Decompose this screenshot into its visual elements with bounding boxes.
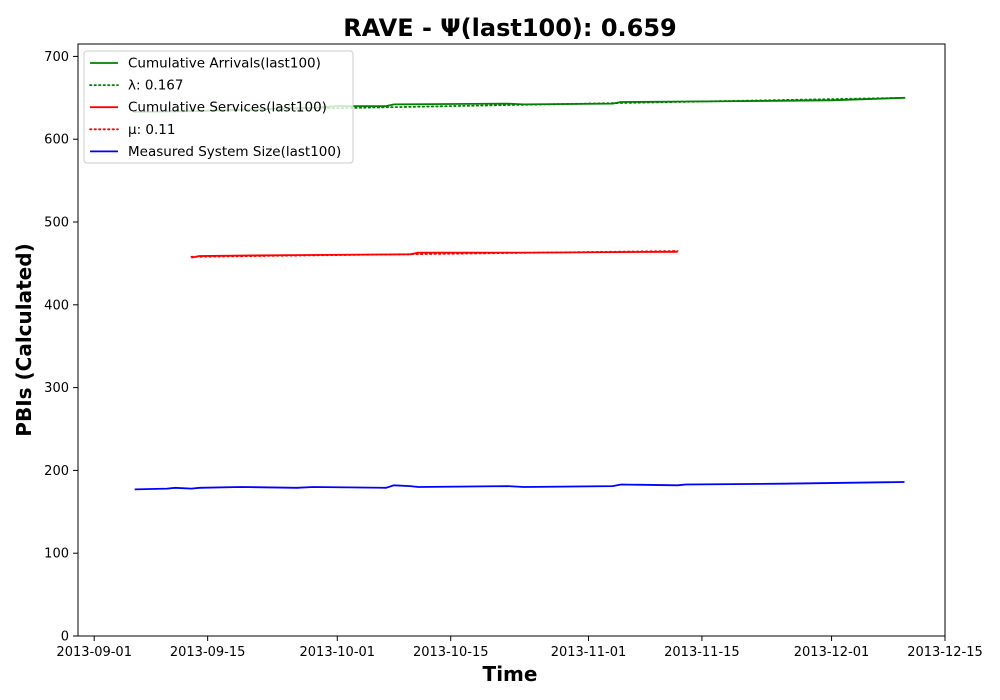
x-axis: 2013-09-01 2013-09-15 2013-10-01 2013-10-15… — [56, 636, 983, 660]
legend-label: μ: 0.11 — [128, 122, 176, 138]
y-tick-label: 700 — [44, 50, 69, 65]
x-tick-label: 2013-10-01 — [300, 645, 376, 660]
x-tick-label: 2013-10-15 — [413, 645, 489, 660]
legend-label: λ: 0.167 — [128, 78, 183, 94]
legend: Cumulative Arrivals(last100) λ: 0.167 Cumu… — [83, 50, 354, 164]
y-tick-label: 300 — [44, 381, 69, 396]
legend-label: Cumulative Services(last100) — [128, 100, 327, 116]
series-line-2 — [191, 250, 678, 259]
x-tick-label: 2013-11-15 — [664, 645, 740, 660]
y-tick-label: 0 — [61, 630, 69, 645]
y-tick-label: 200 — [44, 464, 69, 479]
y-tick-label: 500 — [44, 216, 69, 231]
x-tick-label: 2013-09-01 — [56, 645, 132, 660]
x-axis-label: Time — [483, 662, 538, 686]
y-tick-label: 600 — [44, 133, 69, 148]
chart-title: RAVE - Ψ(last100): 0.659 — [343, 14, 677, 42]
x-tick-label: 2013-12-01 — [794, 645, 870, 660]
y-tick-label: 400 — [44, 298, 69, 313]
plot-frame — [77, 43, 946, 637]
x-tick-label: 2013-12-15 — [907, 645, 983, 660]
series-line-4 — [134, 481, 905, 491]
y-axis-label: PBIs (Calculated) — [12, 243, 36, 436]
x-tick-label: 2013-11-01 — [551, 645, 627, 660]
x-tick-label: 2013-09-15 — [170, 645, 246, 660]
y-axis: 0 100 200 300 400 500 600 700 — [44, 50, 78, 645]
y-tick-label: 100 — [44, 547, 69, 562]
legend-box — [83, 50, 354, 164]
series-line-3 — [190, 250, 679, 258]
legend-label: Measured System Size(last100) — [128, 144, 341, 160]
legend-label: Cumulative Arrivals(last100) — [128, 56, 321, 72]
